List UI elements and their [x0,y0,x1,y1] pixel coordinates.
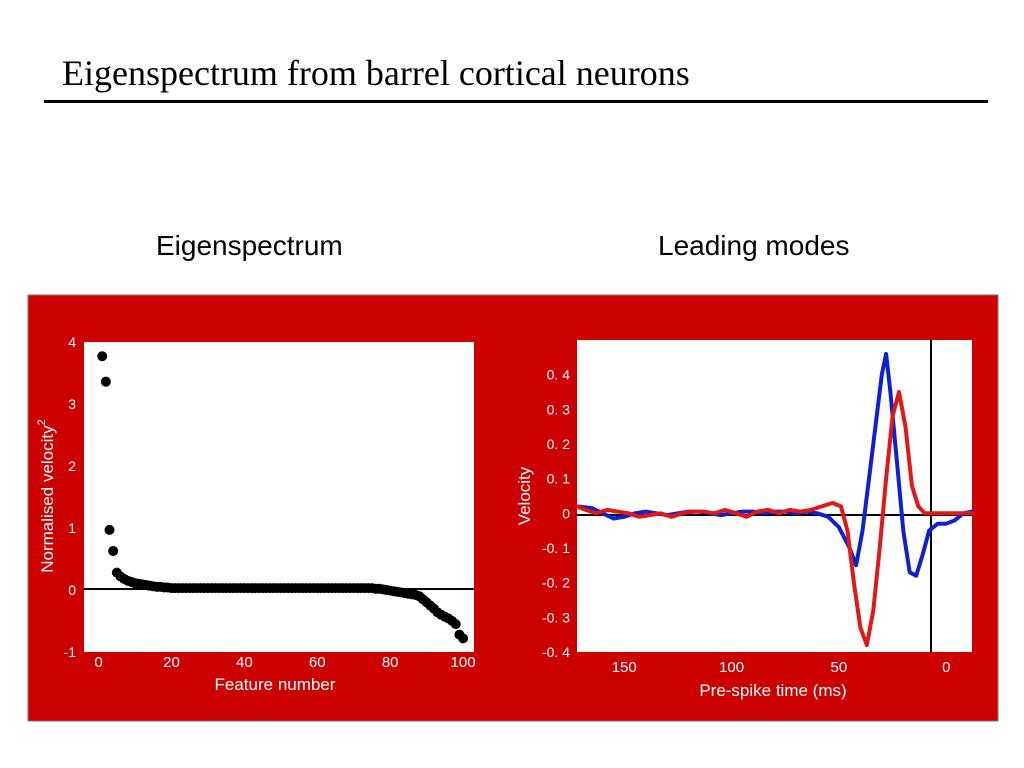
leading-modes-y-tick-label: -0. 1 [542,540,570,556]
eigenspectrum-point [97,351,108,362]
leading-modes-x-tick-label: 100 [719,659,744,676]
eigenspectrum-x-tick-label: 20 [163,654,180,671]
eigenspectrum-y-axis-label-text: Normalised velocity [38,425,57,573]
eigenspectrum-point [108,545,119,556]
eigenspectrum-x-tick-label: 0 [94,654,102,671]
eigenspectrum-plot-area [84,342,474,652]
leading-modes-y-tick-label: 0 [562,505,570,521]
eigenspectrum-x-axis-label: Feature number [215,675,336,694]
leading-modes-y-tick-label: -0. 2 [542,575,570,591]
leading-modes-plot-area [577,340,972,652]
eigenspectrum-point [458,633,469,644]
mode-line-red [575,390,974,648]
eigenspectrum-y-axis-label: Normalised velocity2 [36,419,57,573]
right-chart-title: Leading modes [658,230,850,261]
eigenspectrum-x-tick-label: 80 [382,654,399,671]
eigenspectrum-y-tick-label: 1 [68,520,76,536]
eigenspectrum-x-tick-label: 100 [451,654,476,671]
leading-modes-y-tick-label: 0. 2 [547,436,571,452]
eigenspectrum-chart: 0 20 40 60 80 100 4 3 2 1 0 -1 Feature number Norm… [36,334,476,694]
eigenspectrum-y-tick-label: 3 [68,396,76,412]
leading-modes-y-tick-label: -0. 3 [542,609,570,625]
eigenspectrum-point [450,619,461,630]
leading-modes-y-tick-label: 0. 4 [547,367,571,383]
leading-modes-chart: 150 100 50 0 0. 4 0. 3 0. 2 0. 1 0 -0. 1 -0. 2 -0.… [515,340,974,700]
eigenspectrum-y-tick-label: 4 [68,334,76,350]
leading-modes-x-axis-label: Pre-spike time (ms) [699,681,846,700]
leading-modes-y-tick-label: -0. 4 [542,644,570,660]
eigenspectrum-y-tick-label: 2 [68,458,76,474]
leading-modes-x-tick-label: 50 [831,659,848,676]
eigenspectrum-x-tick-label: 40 [236,654,253,671]
leading-modes-x-tick-label: 150 [612,659,637,676]
eigenspectrum-point [104,524,115,535]
eigenspectrum-point [100,376,111,387]
leading-modes-y-tick-label: 0. 1 [547,471,571,487]
title-underline [44,100,988,103]
left-chart-title: Eigenspectrum [156,230,343,261]
eigenspectrum-y-axis-label-superscript: 2 [36,419,48,425]
leading-modes-x-tick-label: 0 [942,659,950,676]
leading-modes-y-tick-label: 0. 3 [547,401,571,417]
slide-title: Eigenspectrum from barrel cortical neuro… [62,53,690,93]
leading-modes-y-axis-label: Velocity [515,466,534,525]
eigenspectrum-y-tick-label: 0 [68,582,76,598]
eigenspectrum-x-tick-label: 60 [309,654,326,671]
eigenspectrum-y-tick-label: -1 [64,644,77,660]
